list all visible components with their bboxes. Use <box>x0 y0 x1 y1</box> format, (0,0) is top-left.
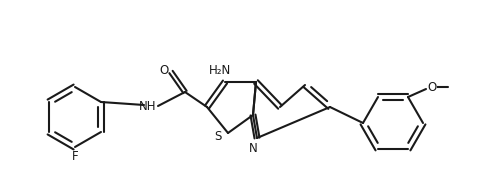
Text: O: O <box>427 81 437 93</box>
Text: F: F <box>72 150 78 162</box>
Text: N: N <box>248 142 257 154</box>
Text: H₂N: H₂N <box>209 63 231 77</box>
Text: S: S <box>214 131 221 143</box>
Text: NH: NH <box>139 101 157 113</box>
Text: O: O <box>159 63 169 77</box>
